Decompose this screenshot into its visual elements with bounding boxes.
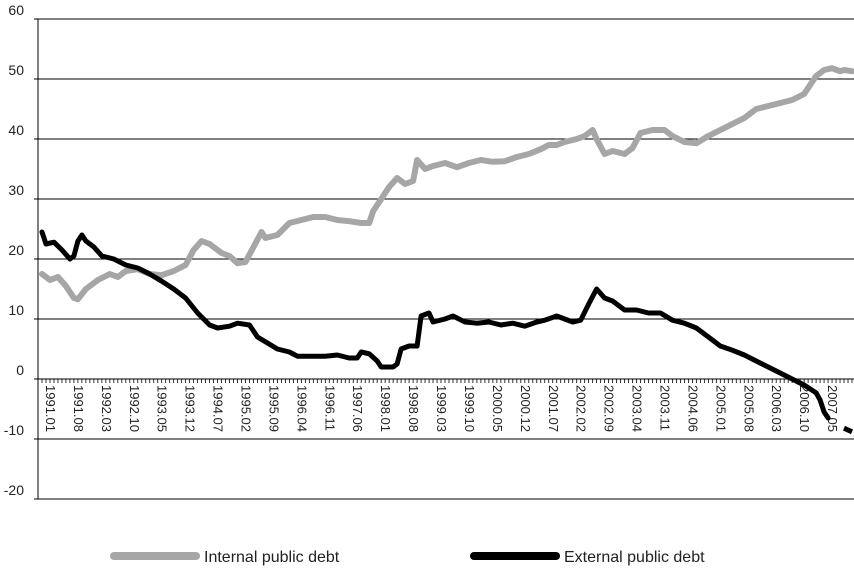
y-tick-label: 40 bbox=[8, 122, 24, 138]
x-tick-label: 1999.03 bbox=[434, 385, 449, 432]
x-tick-label: 2007.05 bbox=[825, 385, 840, 432]
series-line-1 bbox=[39, 65, 854, 303]
y-tick-label: -10 bbox=[4, 422, 24, 438]
x-tick-labels: 1991.01 1991.08 1992.03 1992.10 1993.05 1993.… bbox=[43, 385, 854, 432]
y-tick-label: -20 bbox=[4, 482, 24, 498]
x-tick-label: 1996.04 bbox=[294, 385, 309, 432]
x-tick-label: 1999.10 bbox=[462, 385, 477, 432]
axes bbox=[34, 18, 854, 500]
series-line-2-segment bbox=[842, 425, 854, 435]
x-tick-label: 2005.08 bbox=[741, 385, 756, 432]
y-tick-labels: 60 50 40 30 20 10 0 -10 -20 bbox=[4, 2, 24, 498]
x-tick-label: 1998.01 bbox=[378, 385, 393, 432]
y-tick-label: 30 bbox=[8, 182, 24, 198]
x-tick-label: 1995.09 bbox=[266, 385, 281, 432]
x-tick-label: 2006.03 bbox=[769, 385, 784, 432]
x-tick-label: 2000.05 bbox=[490, 385, 505, 432]
x-tick-label: 1994.07 bbox=[211, 385, 226, 432]
y-tick-label: 0 bbox=[16, 362, 24, 378]
y-tick-label: 60 bbox=[8, 2, 24, 18]
x-tick-label: 2000.12 bbox=[518, 385, 533, 432]
y-tick-label: 20 bbox=[8, 242, 24, 258]
x-tick-label: 2005.01 bbox=[713, 385, 728, 432]
x-tick-label: 2006.10 bbox=[797, 385, 812, 432]
legend-label-2: External public debt bbox=[564, 549, 705, 566]
x-tick-label: 2003.11 bbox=[657, 385, 672, 431]
y-tick-label: 50 bbox=[8, 62, 24, 78]
x-tick-label: 1991.01 bbox=[43, 385, 58, 432]
x-tick-label: 2003.04 bbox=[630, 385, 645, 432]
legend-label-1: Internal public debt bbox=[204, 549, 340, 566]
x-tick-label: 1998.08 bbox=[406, 385, 421, 432]
legend: Internal public debt External public debt bbox=[110, 549, 705, 566]
series-lines bbox=[39, 65, 854, 435]
x-tick-label: 2002.09 bbox=[602, 385, 617, 432]
x-tick-label: 1992.10 bbox=[127, 385, 142, 432]
x-tick-label: 1996.11 bbox=[322, 385, 337, 431]
x-tick-label: 1991.08 bbox=[71, 385, 86, 432]
x-tick-label: 1995.02 bbox=[239, 385, 254, 432]
series-line-2 bbox=[39, 229, 831, 421]
x-tick-label: 1992.03 bbox=[99, 385, 114, 432]
x-tick-label: 1997.06 bbox=[350, 385, 365, 432]
x-tick-label: 1993.12 bbox=[183, 385, 198, 432]
x-tick-label: 2004.06 bbox=[685, 385, 700, 432]
y-tick-label: 10 bbox=[8, 302, 24, 318]
x-tick-label: 1993.05 bbox=[155, 385, 170, 432]
x-tick-label: 2001.07 bbox=[546, 385, 561, 432]
x-tick-label: 2002.02 bbox=[574, 385, 589, 432]
